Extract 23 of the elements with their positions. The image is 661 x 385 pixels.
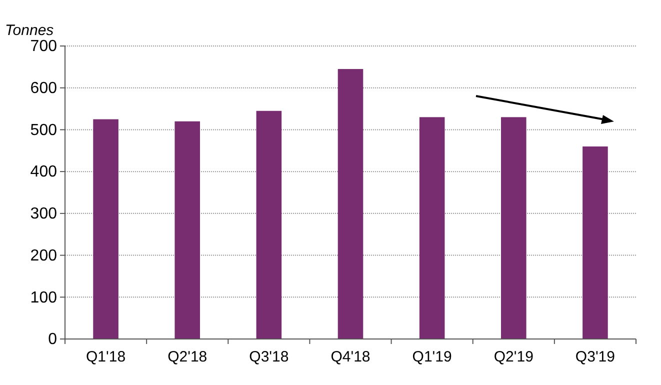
y-tick-label: 600: [30, 80, 58, 97]
bar: [338, 69, 364, 339]
y-tick-label: 300: [30, 206, 58, 223]
x-tick-label: Q1'18: [86, 348, 126, 366]
y-tick-label: 100: [30, 289, 58, 306]
y-tick-label: 700: [30, 38, 58, 56]
bar: [419, 117, 445, 339]
x-tick-label: Q2'19: [494, 348, 534, 366]
x-tick-label: Q3'19: [575, 348, 615, 366]
bar: [501, 117, 526, 339]
y-tick-label: 200: [30, 247, 58, 264]
y-tick-label: 0: [48, 331, 58, 348]
x-tick-label: Q4'18: [330, 348, 370, 366]
x-tick-label: Q1'19: [412, 348, 452, 366]
bar: [256, 110, 282, 339]
bar: [174, 121, 200, 339]
bar: [582, 146, 608, 339]
y-axis-title: Tonnes: [5, 22, 54, 39]
bar: [93, 119, 118, 339]
x-tick-label: Q2'18: [168, 348, 208, 366]
x-tick-label: Q3'18: [249, 348, 289, 366]
y-tick-label: 500: [30, 122, 58, 139]
y-tick-label: 400: [30, 164, 58, 181]
